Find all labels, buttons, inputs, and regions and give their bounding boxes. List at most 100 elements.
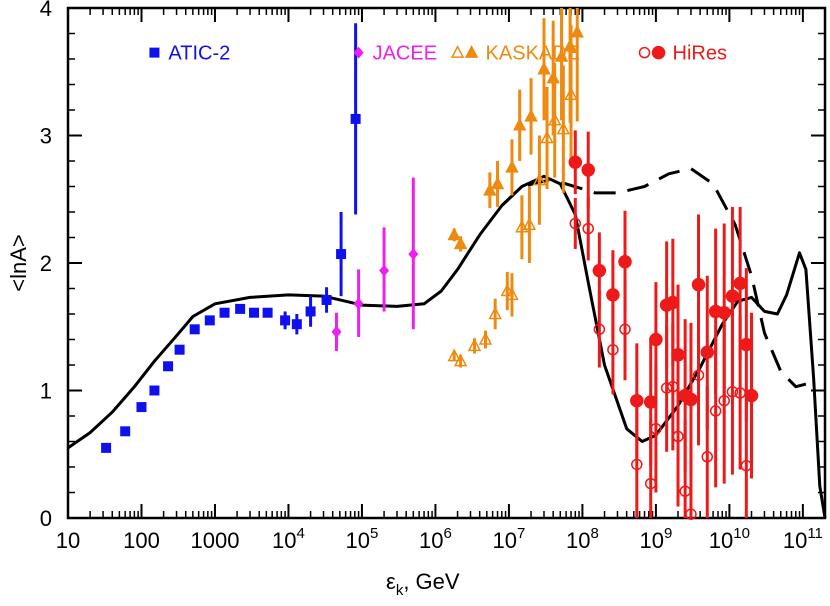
marker-circle bbox=[725, 289, 740, 303]
x-tick-label-base: 10 bbox=[419, 528, 443, 553]
marker-circle-open bbox=[672, 430, 684, 443]
x-tick-label-base: 1000 bbox=[190, 528, 239, 553]
marker-diamond bbox=[331, 325, 342, 338]
marker-square bbox=[305, 306, 316, 317]
marker-circle-open bbox=[650, 423, 662, 435]
marker-circle bbox=[684, 392, 698, 407]
x-tick-label-exponent: 5 bbox=[370, 525, 378, 542]
marker-circle-open bbox=[607, 343, 619, 356]
x-tick-label: 106 bbox=[419, 525, 452, 553]
marker-circle-open bbox=[734, 387, 746, 399]
marker-square bbox=[249, 307, 260, 318]
marker-triangle-open bbox=[532, 172, 547, 186]
marker-triangle bbox=[554, 48, 569, 62]
x-tick-label: 105 bbox=[346, 525, 379, 553]
marker-triangle bbox=[537, 61, 551, 75]
marker-triangle-open bbox=[564, 87, 578, 100]
marker-triangle bbox=[483, 182, 497, 196]
marker-triangle bbox=[546, 70, 560, 84]
marker-square bbox=[149, 385, 160, 396]
x-tick-label-base: 10 bbox=[346, 528, 370, 553]
x-tick-label-exponent: 6 bbox=[444, 525, 452, 542]
x-tick-label: 10 bbox=[56, 528, 80, 553]
marker-square bbox=[219, 307, 230, 318]
marker-triangle-open bbox=[556, 121, 571, 135]
marker-circle bbox=[606, 288, 620, 302]
x-tick-label-exponent: 9 bbox=[664, 525, 672, 542]
marker-square bbox=[291, 319, 302, 330]
marker-circle-open bbox=[726, 386, 739, 398]
marker-triangle bbox=[524, 108, 538, 122]
marker-square bbox=[321, 294, 332, 305]
x-axis-title: εk, GeV bbox=[386, 569, 460, 599]
marker-triangle-open bbox=[522, 217, 537, 230]
x-tick-label-base: 10 bbox=[566, 528, 590, 553]
marker-diamond bbox=[408, 248, 419, 261]
marker-square bbox=[204, 315, 215, 326]
x-tick-label-base: 10 bbox=[639, 528, 663, 553]
marker-square bbox=[350, 113, 361, 124]
marker-circle bbox=[651, 45, 666, 60]
marker-triangle bbox=[563, 38, 577, 52]
marker-triangle bbox=[570, 24, 584, 38]
marker-circle bbox=[717, 305, 731, 320]
marker-circle bbox=[700, 345, 715, 359]
marker-circle-open bbox=[638, 46, 651, 59]
marker-circle bbox=[581, 163, 595, 177]
marker-circle bbox=[739, 337, 754, 352]
marker-circle-open bbox=[692, 369, 705, 381]
marker-circle-open bbox=[593, 323, 606, 336]
axis-ticks bbox=[67, 7, 826, 519]
x-tick-label: 108 bbox=[566, 525, 599, 553]
marker-circle bbox=[649, 332, 663, 347]
x-tick-label-base: 10 bbox=[709, 528, 733, 553]
marker-circle-open bbox=[660, 382, 673, 394]
legend-label: JACEE bbox=[373, 43, 437, 65]
legend-label: ATIC-2 bbox=[168, 43, 230, 65]
error-bars bbox=[283, 8, 754, 518]
x-tick-label-base: 10 bbox=[272, 528, 296, 553]
marker-circle bbox=[630, 393, 644, 408]
marker-square bbox=[336, 249, 347, 260]
marker-triangle bbox=[447, 227, 461, 241]
marker-triangle bbox=[464, 45, 479, 58]
x-tick-label-exponent: 4 bbox=[297, 525, 305, 542]
marker-triangle bbox=[490, 176, 505, 190]
marker-circle bbox=[643, 395, 658, 409]
marker-circle bbox=[733, 276, 747, 291]
marker-circle-open bbox=[619, 323, 631, 336]
marker-diamond bbox=[379, 264, 390, 277]
marker-circle bbox=[568, 155, 583, 170]
marker-diamond bbox=[353, 46, 364, 59]
marker-circle-open bbox=[701, 451, 714, 463]
marker-square bbox=[262, 307, 273, 318]
marker-circle-open bbox=[644, 477, 657, 490]
y-axis-title: <lnA> bbox=[6, 234, 31, 292]
marker-circle-open bbox=[679, 485, 691, 497]
marker-square bbox=[120, 426, 131, 437]
x-tick-label-base: 10 bbox=[783, 528, 807, 553]
model-curve-solid bbox=[67, 174, 827, 519]
marker-circle-open bbox=[740, 459, 753, 472]
marker-circle bbox=[618, 254, 632, 269]
x-tick-label-exponent: 11 bbox=[807, 525, 823, 542]
marker-square bbox=[136, 402, 147, 413]
marker-triangle-open bbox=[505, 287, 519, 301]
marker-triangle-open bbox=[488, 306, 502, 320]
marker-circle-open bbox=[718, 394, 730, 407]
x-tick-label-exponent: 7 bbox=[517, 525, 525, 542]
marker-triangle-open bbox=[467, 338, 482, 352]
marker-circle-open bbox=[685, 508, 697, 520]
legend-label: HiRes bbox=[673, 43, 727, 65]
legend: ATIC-2 JACEE KASKADE HiRes bbox=[149, 43, 727, 65]
marker-square bbox=[280, 315, 291, 326]
x-axis-title-symbol: ε bbox=[386, 569, 396, 594]
marker-circle bbox=[671, 348, 685, 362]
marker-circle bbox=[592, 263, 607, 278]
y-tick-label: 0 bbox=[40, 506, 52, 531]
marker-diamond bbox=[353, 297, 364, 310]
x-tick-label-base: 10 bbox=[56, 528, 80, 553]
marker-triangle bbox=[453, 236, 468, 250]
